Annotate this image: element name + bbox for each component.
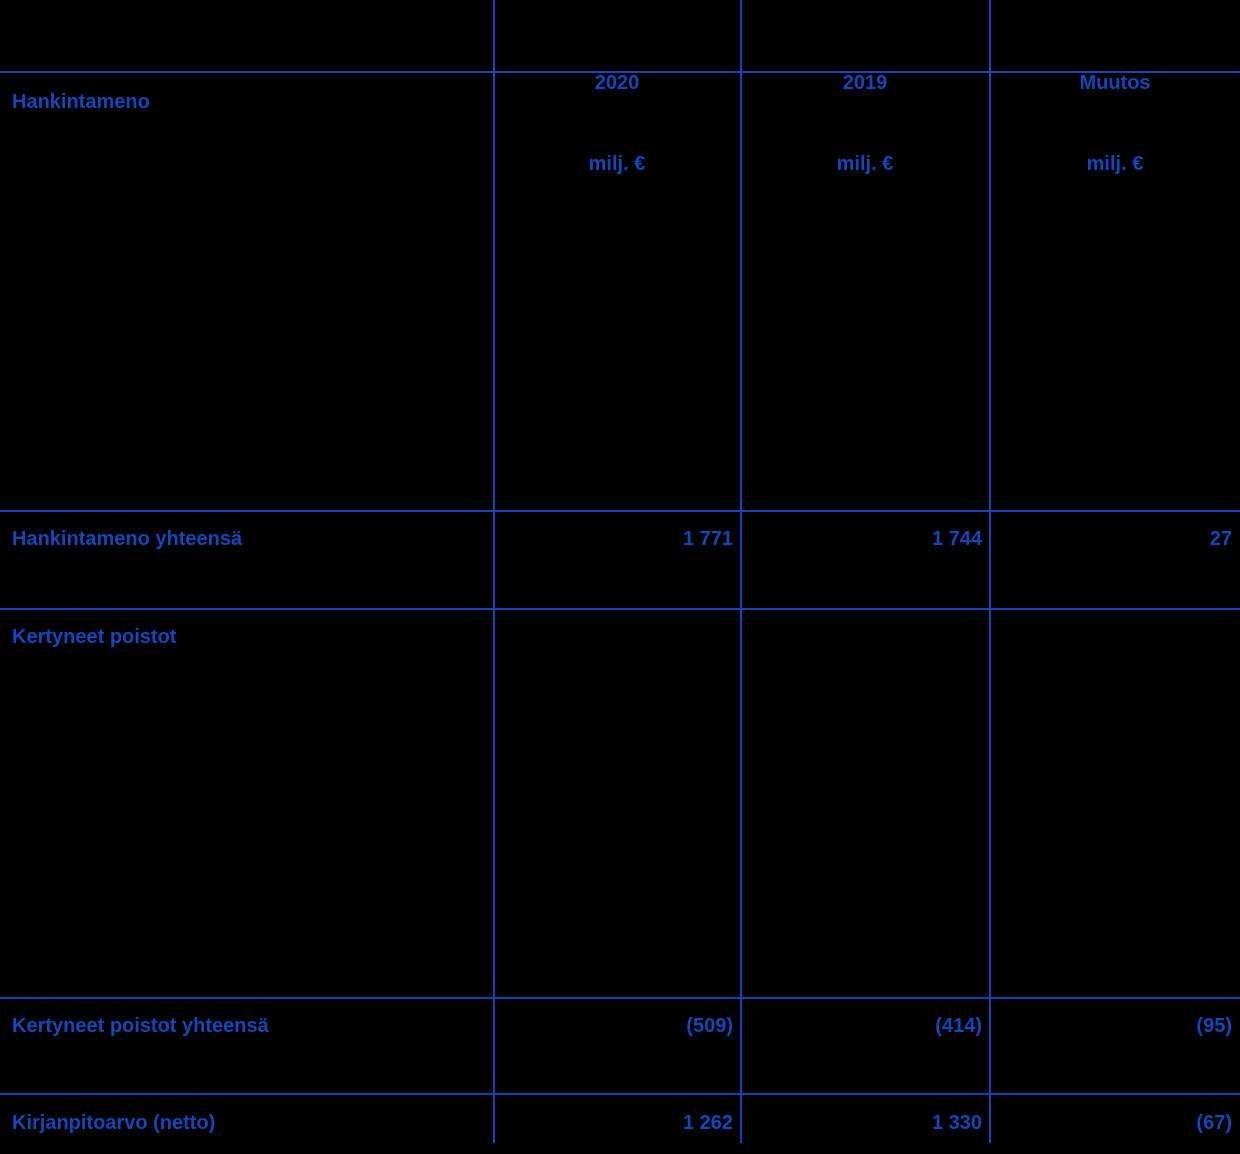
column-unit-label: milj. € — [1086, 153, 1144, 175]
section-title-kertyneet-poistot: Kertyneet poistot — [12, 626, 177, 648]
column-divider-3 — [989, 0, 991, 1143]
column-header-2019: 2019 milj. € — [741, 16, 989, 232]
column-year-label: 2019 — [842, 72, 888, 94]
cell-hankintameno-yhteensa-muutos: 27 — [1209, 528, 1232, 550]
section-title-hankintameno: Hankintameno — [12, 91, 150, 113]
column-year-label: 2020 — [594, 72, 640, 94]
row-divider-above-kirjanpitoarvo — [0, 1093, 1240, 1095]
cell-kertyneet-poistot-yhteensa-muutos: (95) — [1196, 1015, 1232, 1037]
cell-kirjanpitoarvo-2020: 1 262 — [682, 1112, 733, 1134]
column-divider-2 — [740, 0, 742, 1143]
cell-kertyneet-poistot-yhteensa-2020: (509) — [686, 1015, 733, 1037]
column-unit-label: milj. € — [588, 153, 646, 175]
column-year-label: Muutos — [1079, 72, 1151, 94]
header-divider — [0, 71, 1240, 73]
row-divider-above-hankintameno-total — [0, 510, 1240, 512]
column-header-2020: 2020 milj. € — [494, 16, 740, 232]
row-divider-above-kertyneet-poistot-total — [0, 997, 1240, 999]
column-divider-1 — [493, 0, 495, 1143]
cell-kirjanpitoarvo-2019: 1 330 — [931, 1112, 982, 1134]
column-header-muutos: Muutos milj. € — [990, 16, 1240, 232]
row-label-hankintameno-yhteensa: Hankintameno yhteensä — [12, 528, 243, 550]
row-divider-above-kertyneet-poistot — [0, 608, 1240, 610]
cell-hankintameno-yhteensa-2020: 1 771 — [682, 528, 733, 550]
row-label-kertyneet-poistot-yhteensa: Kertyneet poistot yhteensä — [12, 1015, 269, 1037]
cell-kertyneet-poistot-yhteensa-2019: (414) — [935, 1015, 982, 1037]
cell-kirjanpitoarvo-muutos: (67) — [1196, 1112, 1232, 1134]
row-label-kirjanpitoarvo-netto: Kirjanpitoarvo (netto) — [12, 1112, 216, 1134]
cell-hankintameno-yhteensa-2019: 1 744 — [931, 528, 982, 550]
column-unit-label: milj. € — [836, 153, 894, 175]
